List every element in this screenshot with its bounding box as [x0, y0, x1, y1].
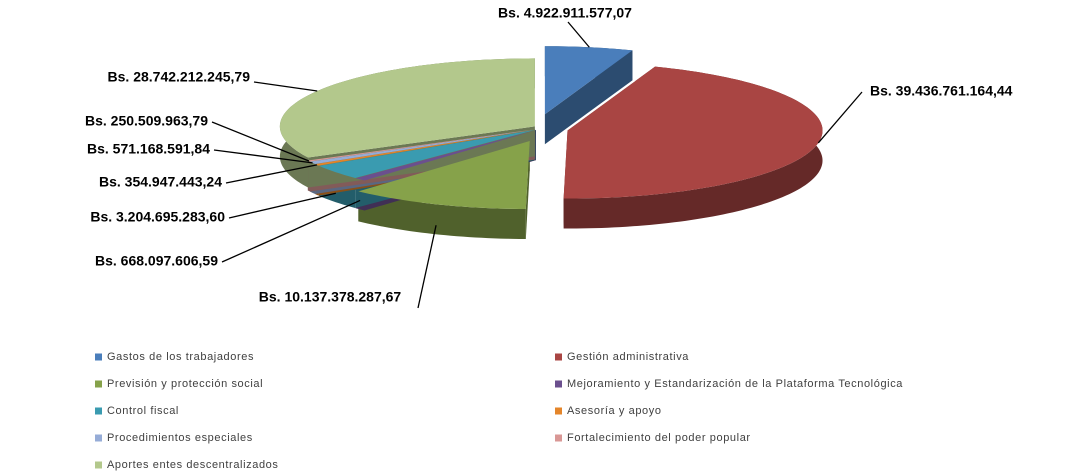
legend-swatch	[555, 380, 562, 388]
legend-label: Mejoramiento y Estandarización de la Pla…	[567, 378, 903, 390]
legend-swatch	[95, 434, 102, 442]
leader-line	[213, 149, 313, 164]
pie-slice	[319, 129, 536, 179]
pie-slice	[315, 129, 535, 166]
legend-swatch	[555, 434, 562, 442]
value-label: Bs. 10.137.378.287,67	[259, 289, 402, 305]
leader-line	[225, 164, 318, 184]
legend-swatch	[555, 407, 562, 415]
pie-slice	[563, 66, 823, 199]
legend-label: Aportes entes descentralizados	[107, 459, 278, 471]
legend-swatch	[95, 407, 102, 415]
legend-label: Previsión y protección social	[107, 378, 263, 390]
leader-line	[221, 199, 361, 263]
leader-line	[253, 81, 318, 92]
legend-swatch	[95, 380, 102, 388]
legend-swatch	[95, 353, 102, 361]
legend-swatch	[555, 353, 562, 361]
value-label: Bs. 668.097.606,59	[95, 253, 218, 269]
value-label: Bs. 4.922.911.577,07	[498, 5, 632, 21]
slice-depth	[358, 191, 526, 240]
leader-line	[211, 121, 310, 162]
leader-line	[817, 91, 863, 144]
leader-line	[567, 21, 590, 48]
leader-line	[417, 225, 437, 309]
value-label: Bs. 28.742.212.245,79	[108, 69, 251, 85]
legend-label: Control fiscal	[107, 405, 179, 417]
value-label: Bs. 39.436.761.164,44	[870, 83, 1013, 99]
pie-slice	[279, 58, 535, 158]
pie-slice	[358, 141, 530, 210]
pie-slice	[307, 129, 535, 162]
legend-label: Gestión administrativa	[567, 351, 689, 363]
legend-label: Gastos de los trabajadores	[107, 351, 254, 363]
legend-swatch	[95, 461, 102, 469]
value-label: Bs. 3.204.695.283,60	[90, 209, 225, 225]
leader-line	[228, 192, 336, 219]
pie-slice	[544, 46, 633, 115]
value-label: Bs. 250.509.963,79	[85, 113, 208, 129]
legend-label: Procedimientos especiales	[107, 432, 253, 444]
pie-slice	[355, 130, 536, 181]
value-label: Bs. 571.168.591,84	[87, 141, 210, 157]
legend-label: Asesoría y apoyo	[567, 405, 662, 417]
pie-slice	[310, 129, 535, 165]
value-label: Bs. 354.947.443,24	[99, 174, 222, 190]
legend-label: Fortalecimiento del poder popular	[567, 432, 751, 444]
